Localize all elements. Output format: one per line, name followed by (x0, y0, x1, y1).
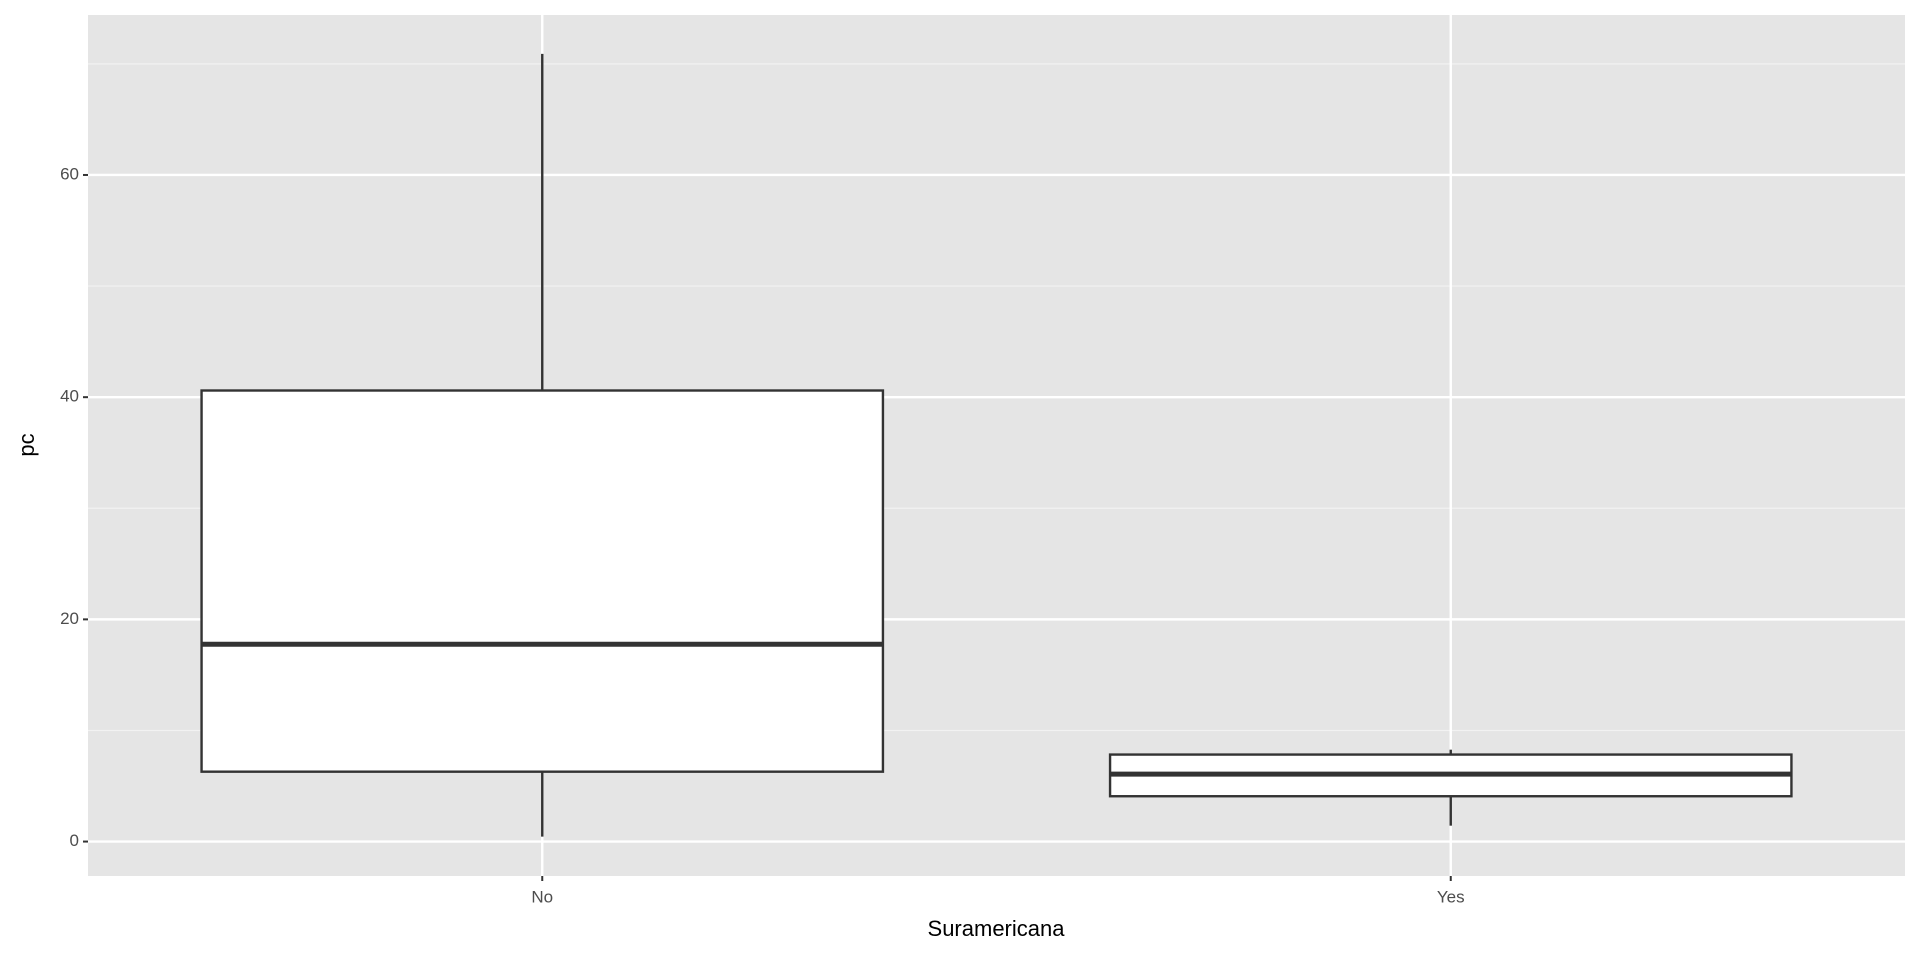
y-tick-label: 60 (60, 164, 79, 183)
marks (200, 53, 1793, 837)
y-axis-title: pc (14, 433, 39, 456)
y-tick-label: 20 (60, 609, 79, 628)
y-tick-label: 0 (70, 831, 79, 850)
y-tick-label: 40 (60, 387, 79, 406)
x-tick-label: No (531, 887, 553, 906)
x-tick-label: Yes (1437, 887, 1465, 906)
x-axis-title: Suramericana (928, 916, 1066, 941)
box (200, 389, 885, 773)
